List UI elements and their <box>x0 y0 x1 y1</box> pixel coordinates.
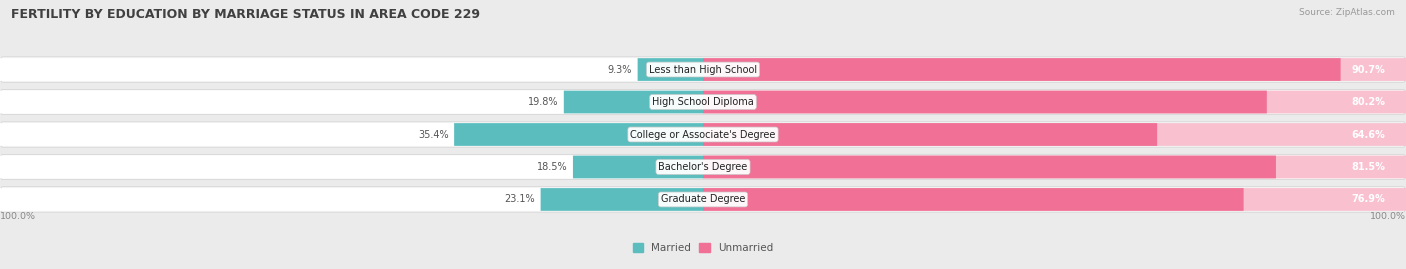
FancyBboxPatch shape <box>540 188 703 211</box>
FancyBboxPatch shape <box>703 155 1277 178</box>
Text: 23.1%: 23.1% <box>505 194 534 204</box>
FancyBboxPatch shape <box>703 91 1406 114</box>
Text: Source: ZipAtlas.com: Source: ZipAtlas.com <box>1299 8 1395 17</box>
FancyBboxPatch shape <box>0 122 1406 147</box>
FancyBboxPatch shape <box>703 188 1244 211</box>
FancyBboxPatch shape <box>574 155 703 178</box>
Text: 64.6%: 64.6% <box>1351 129 1385 140</box>
Text: 100.0%: 100.0% <box>1369 212 1406 221</box>
Legend: Married, Unmarried: Married, Unmarried <box>633 243 773 253</box>
FancyBboxPatch shape <box>0 188 703 211</box>
FancyBboxPatch shape <box>564 91 703 114</box>
Text: Graduate Degree: Graduate Degree <box>661 194 745 204</box>
FancyBboxPatch shape <box>0 58 703 81</box>
Text: 35.4%: 35.4% <box>418 129 449 140</box>
FancyBboxPatch shape <box>703 58 1406 81</box>
FancyBboxPatch shape <box>703 123 1157 146</box>
FancyBboxPatch shape <box>0 89 1406 115</box>
Text: 81.5%: 81.5% <box>1351 162 1385 172</box>
FancyBboxPatch shape <box>703 58 1341 81</box>
FancyBboxPatch shape <box>0 91 703 114</box>
Text: 100.0%: 100.0% <box>0 212 37 221</box>
FancyBboxPatch shape <box>0 57 1406 82</box>
Text: 19.8%: 19.8% <box>527 97 558 107</box>
Text: 18.5%: 18.5% <box>537 162 568 172</box>
Text: High School Diploma: High School Diploma <box>652 97 754 107</box>
Text: 76.9%: 76.9% <box>1351 194 1385 204</box>
Text: FERTILITY BY EDUCATION BY MARRIAGE STATUS IN AREA CODE 229: FERTILITY BY EDUCATION BY MARRIAGE STATU… <box>11 8 481 21</box>
FancyBboxPatch shape <box>703 188 1406 211</box>
FancyBboxPatch shape <box>703 91 1267 114</box>
FancyBboxPatch shape <box>0 154 1406 180</box>
FancyBboxPatch shape <box>0 123 703 146</box>
Text: 9.3%: 9.3% <box>607 65 633 75</box>
FancyBboxPatch shape <box>0 155 703 178</box>
Text: 80.2%: 80.2% <box>1351 97 1385 107</box>
FancyBboxPatch shape <box>703 155 1406 178</box>
Text: Less than High School: Less than High School <box>650 65 756 75</box>
FancyBboxPatch shape <box>454 123 703 146</box>
Text: Bachelor's Degree: Bachelor's Degree <box>658 162 748 172</box>
FancyBboxPatch shape <box>638 58 703 81</box>
FancyBboxPatch shape <box>703 123 1406 146</box>
Text: 90.7%: 90.7% <box>1351 65 1385 75</box>
Text: College or Associate's Degree: College or Associate's Degree <box>630 129 776 140</box>
FancyBboxPatch shape <box>0 187 1406 212</box>
